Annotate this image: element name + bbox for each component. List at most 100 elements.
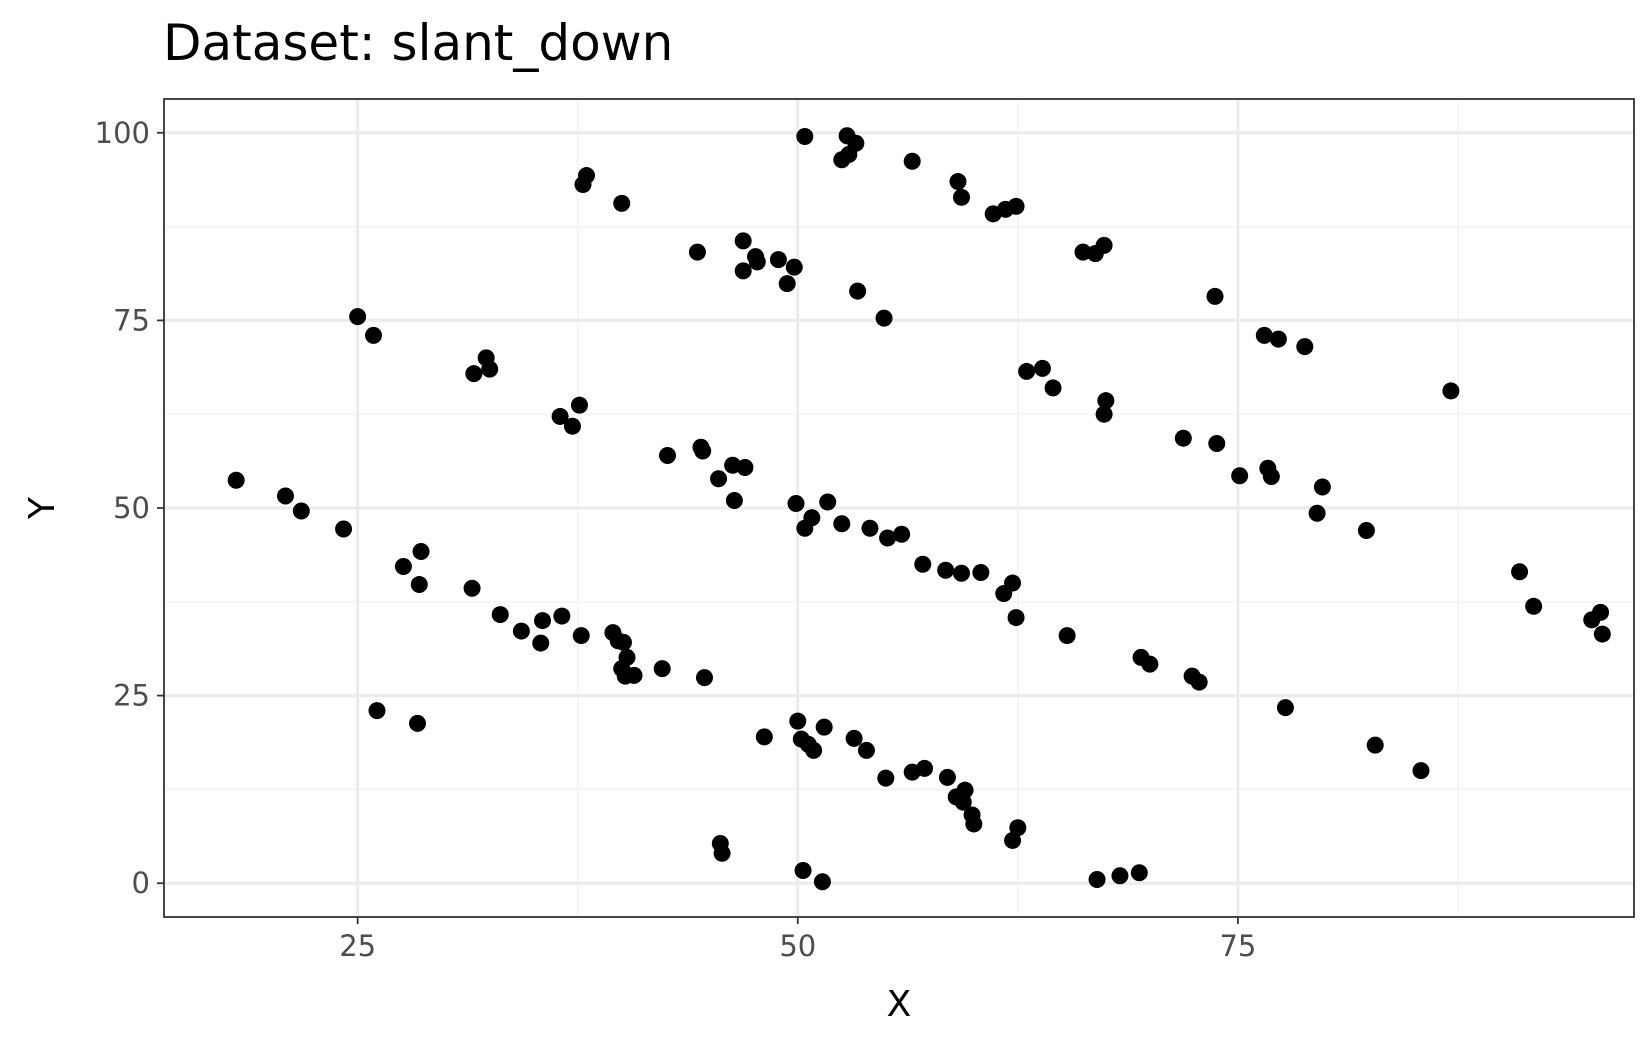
data-point (952, 188, 970, 206)
data-point (813, 873, 831, 891)
data-point (1208, 434, 1226, 452)
y-tick-label: 50 (113, 491, 150, 525)
data-point (710, 470, 728, 488)
data-point (1255, 326, 1273, 344)
data-point (653, 660, 671, 678)
y-axis-title: Y (22, 496, 63, 520)
data-point (734, 232, 752, 250)
data-point (625, 666, 643, 684)
data-point (734, 262, 752, 280)
data-point (1174, 429, 1192, 447)
data-point (857, 741, 875, 759)
data-point (364, 326, 382, 344)
x-tick-label: 25 (339, 929, 376, 963)
x-axis-title: X (887, 984, 912, 1025)
data-point (613, 194, 631, 212)
data-point (1111, 867, 1129, 885)
data-point (787, 494, 805, 512)
data-point (972, 564, 990, 582)
data-point (578, 167, 596, 185)
data-point (725, 491, 743, 509)
data-point (861, 519, 879, 537)
data-point (409, 714, 427, 732)
data-point (796, 128, 814, 146)
data-point (335, 520, 353, 538)
data-point (614, 633, 632, 651)
data-point (1269, 330, 1287, 348)
data-point (875, 309, 893, 327)
data-point (1009, 819, 1027, 837)
data-point (1018, 362, 1036, 380)
data-point (658, 446, 676, 464)
data-point (938, 768, 956, 786)
data-point (789, 712, 807, 730)
data-point (1206, 287, 1224, 305)
data-point (1412, 762, 1430, 780)
data-point (1141, 655, 1159, 673)
data-point (368, 702, 386, 720)
data-point (1095, 236, 1113, 254)
data-point (481, 360, 499, 378)
data-point (618, 648, 636, 666)
data-point (849, 282, 867, 300)
data-point (1007, 197, 1025, 215)
data-point (1313, 478, 1331, 496)
data-point (755, 728, 773, 746)
chart-title: Dataset: slant_down (163, 14, 674, 72)
data-point (1231, 467, 1249, 485)
data-point (805, 741, 823, 759)
data-point (916, 759, 934, 777)
data-point (276, 487, 294, 505)
y-tick-label: 0 (132, 866, 150, 900)
data-point (349, 308, 367, 326)
data-point (534, 612, 552, 630)
data-point (1097, 392, 1115, 410)
data-point (903, 152, 921, 170)
data-point (879, 529, 897, 547)
data-point (551, 407, 569, 425)
data-point (956, 781, 974, 799)
y-tick-label: 100 (95, 116, 150, 150)
data-point (1088, 870, 1106, 888)
data-point (952, 564, 970, 582)
data-point (292, 502, 310, 520)
data-point (778, 275, 796, 293)
data-point (394, 558, 412, 576)
data-point (845, 729, 863, 747)
data-point (694, 442, 712, 460)
data-point (1525, 597, 1543, 615)
data-point (949, 173, 967, 191)
data-point (1308, 504, 1326, 522)
data-point (532, 634, 550, 652)
data-point (410, 576, 428, 594)
data-point (1442, 382, 1460, 400)
data-point (914, 555, 932, 573)
data-point (563, 417, 581, 435)
data-point (1593, 625, 1611, 643)
data-point (1511, 563, 1529, 581)
data-point (893, 525, 911, 543)
y-tick-label: 25 (113, 679, 150, 713)
data-point (465, 365, 483, 383)
data-point (1095, 405, 1113, 423)
data-point (1130, 864, 1148, 882)
data-point (1357, 522, 1375, 540)
data-point (736, 458, 754, 476)
data-point (1058, 627, 1076, 645)
x-tick-label: 50 (779, 929, 816, 963)
data-point (688, 243, 706, 261)
data-point (572, 627, 590, 645)
data-point (803, 509, 821, 527)
data-point (570, 396, 588, 414)
data-point (1262, 467, 1280, 485)
x-tick-label: 75 (1219, 929, 1256, 963)
data-point (1007, 609, 1025, 627)
data-point (748, 253, 766, 271)
data-point (769, 251, 787, 269)
data-point (833, 515, 851, 533)
data-point (491, 606, 509, 624)
data-point (819, 493, 837, 511)
data-point (847, 134, 865, 152)
